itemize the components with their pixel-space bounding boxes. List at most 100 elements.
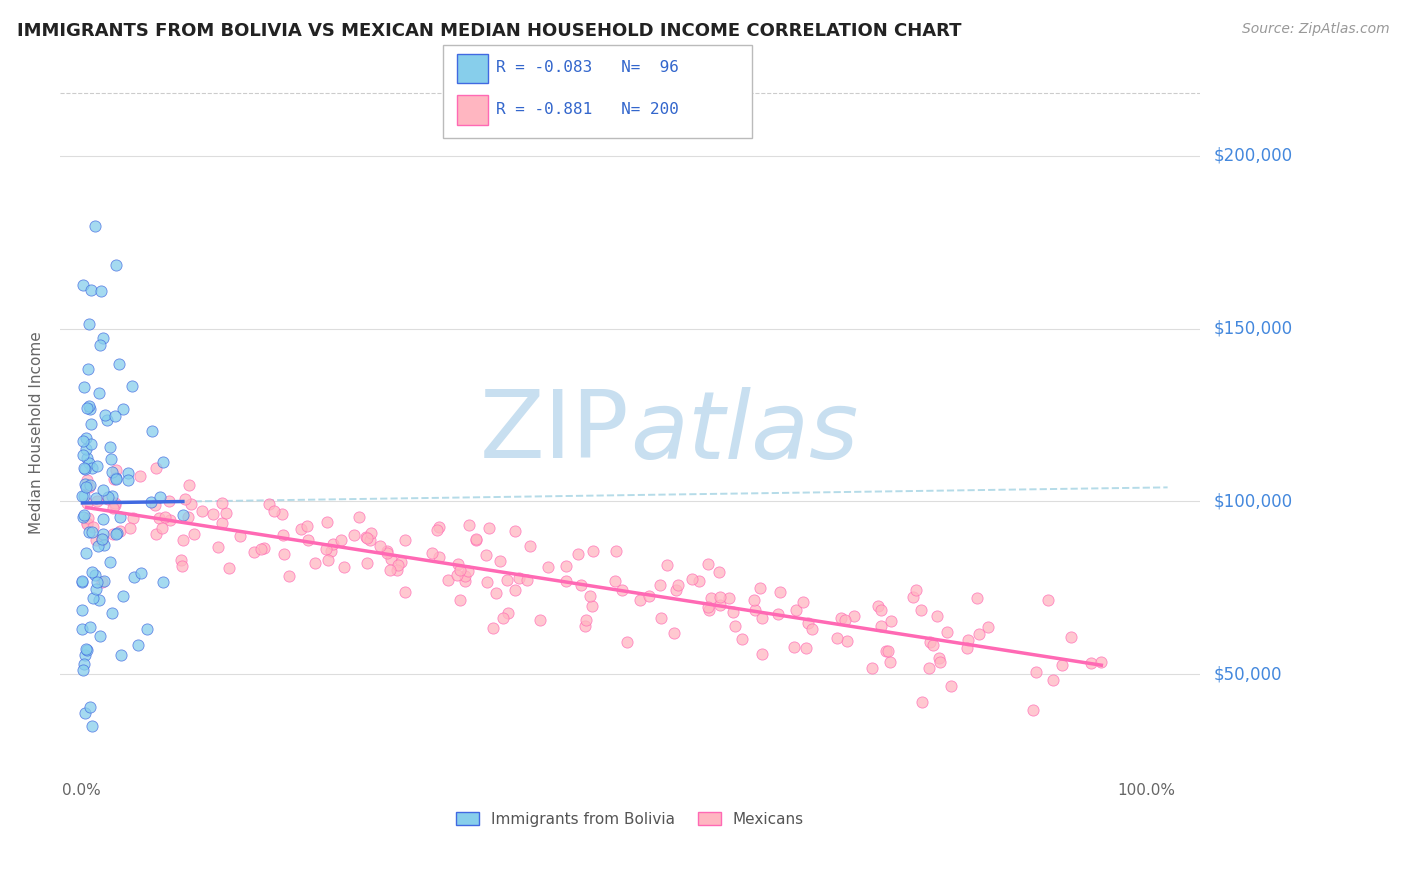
Point — [375, 544, 398, 558]
Point — [744, 603, 766, 617]
Point — [72, 663, 94, 677]
Point — [697, 599, 720, 614]
Point — [519, 539, 541, 553]
Point — [82, 719, 104, 733]
Point — [104, 463, 127, 477]
Point — [834, 613, 856, 627]
Point — [183, 527, 205, 541]
Point — [93, 538, 115, 552]
Point — [263, 504, 285, 518]
Point — [100, 452, 122, 467]
Point — [122, 570, 145, 584]
Point — [941, 679, 963, 693]
Point — [84, 219, 107, 234]
Point — [73, 461, 96, 475]
Point — [492, 611, 515, 625]
Point — [742, 592, 765, 607]
Point — [72, 490, 94, 504]
Point — [359, 533, 381, 547]
Point — [718, 591, 741, 605]
Point — [696, 557, 718, 571]
Point — [277, 568, 299, 582]
Point — [202, 507, 225, 521]
Point — [91, 527, 114, 541]
Point — [76, 516, 98, 531]
Point — [304, 556, 326, 570]
Point — [91, 483, 114, 498]
Point — [354, 530, 377, 544]
Point — [98, 440, 121, 454]
Point — [835, 634, 858, 648]
Point — [724, 619, 747, 633]
Point — [967, 627, 990, 641]
Point — [925, 608, 948, 623]
Point — [75, 480, 97, 494]
Point — [449, 592, 471, 607]
Text: atlas: atlas — [630, 387, 858, 478]
Point — [108, 524, 131, 538]
Point — [87, 539, 110, 553]
Point — [143, 498, 166, 512]
Point — [928, 650, 950, 665]
Point — [89, 338, 111, 352]
Point — [389, 555, 412, 569]
Point — [464, 532, 486, 546]
Point — [148, 510, 170, 524]
Point — [918, 635, 941, 649]
Point — [1042, 673, 1064, 687]
Point — [484, 585, 506, 599]
Point — [766, 607, 789, 621]
Point — [172, 533, 194, 548]
Point — [616, 635, 638, 649]
Point — [475, 574, 498, 589]
Point — [91, 331, 114, 345]
Point — [457, 518, 479, 533]
Text: $150,000: $150,000 — [1213, 319, 1292, 337]
Point — [75, 706, 97, 720]
Point — [104, 498, 127, 512]
Point — [253, 541, 276, 555]
Point — [103, 500, 125, 515]
Point — [482, 621, 505, 635]
Point — [76, 473, 98, 487]
Point — [243, 545, 266, 559]
Point — [91, 533, 114, 547]
Point — [319, 544, 342, 558]
Point — [215, 506, 238, 520]
Point — [505, 583, 527, 598]
Point — [105, 471, 128, 485]
Point — [1022, 703, 1045, 717]
Point — [1060, 630, 1083, 644]
Text: R = -0.083   N=  96: R = -0.083 N= 96 — [496, 61, 679, 75]
Point — [956, 641, 979, 656]
Point — [89, 629, 111, 643]
Point — [638, 589, 661, 603]
Point — [72, 657, 94, 672]
Point — [141, 425, 163, 439]
Point — [349, 509, 371, 524]
Point — [129, 566, 152, 580]
Point — [72, 510, 94, 524]
Point — [877, 644, 900, 658]
Point — [385, 563, 408, 577]
Point — [73, 489, 96, 503]
Text: R = -0.881   N= 200: R = -0.881 N= 200 — [496, 103, 679, 117]
Point — [488, 554, 510, 568]
Point — [72, 277, 94, 292]
Point — [567, 547, 589, 561]
Point — [79, 456, 101, 470]
Point — [330, 533, 353, 547]
Point — [180, 497, 202, 511]
Point — [447, 557, 470, 571]
Point — [118, 521, 141, 535]
Point — [250, 541, 273, 556]
Point — [731, 632, 754, 646]
Point — [579, 589, 602, 603]
Point — [377, 546, 399, 560]
Point — [870, 619, 893, 633]
Point — [108, 509, 131, 524]
Point — [101, 466, 124, 480]
Point — [449, 563, 471, 577]
Point — [105, 526, 128, 541]
Point — [751, 611, 773, 625]
